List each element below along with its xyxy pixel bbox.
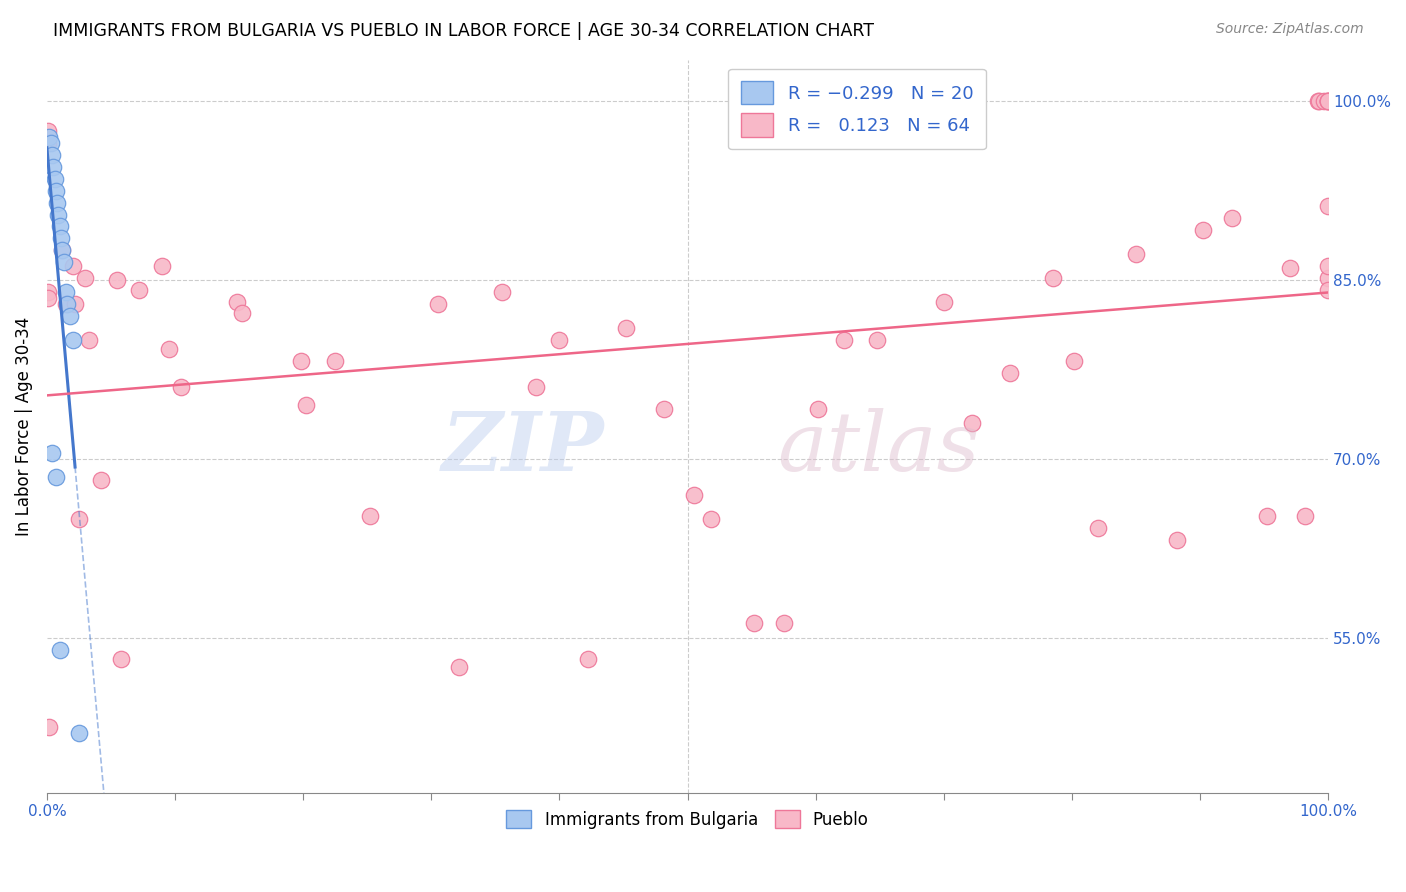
Point — [1317, 283, 1340, 297]
Point — [90, 474, 112, 488]
Point — [323, 354, 346, 368]
Point — [37, 136, 59, 150]
Point — [63, 297, 86, 311]
Point — [1317, 199, 1340, 213]
Point — [1317, 259, 1340, 273]
Point — [1308, 95, 1330, 109]
Point — [932, 294, 955, 309]
Point — [1063, 354, 1085, 368]
Point — [67, 726, 90, 740]
Point — [55, 285, 77, 299]
Point — [832, 333, 855, 347]
Point — [48, 208, 70, 222]
Point — [449, 660, 471, 674]
Point — [1087, 521, 1109, 535]
Point — [39, 136, 62, 150]
Point — [37, 285, 59, 299]
Point — [1125, 247, 1147, 261]
Point — [742, 616, 765, 631]
Point — [683, 488, 706, 502]
Legend: Immigrants from Bulgaria, Pueblo: Immigrants from Bulgaria, Pueblo — [499, 804, 876, 836]
Point — [170, 380, 193, 394]
Text: IMMIGRANTS FROM BULGARIA VS PUEBLO IN LABOR FORCE | AGE 30-34 CORRELATION CHART: IMMIGRANTS FROM BULGARIA VS PUEBLO IN LA… — [53, 22, 875, 40]
Point — [1000, 366, 1022, 380]
Point — [614, 320, 637, 334]
Point — [49, 231, 72, 245]
Point — [75, 270, 97, 285]
Point — [1317, 95, 1340, 109]
Point — [42, 160, 65, 174]
Point — [48, 642, 70, 657]
Y-axis label: In Labor Force | Age 30-34: In Labor Force | Age 30-34 — [15, 317, 32, 536]
Point — [1317, 95, 1340, 109]
Point — [1166, 533, 1188, 547]
Point — [48, 219, 70, 234]
Text: ZIP: ZIP — [441, 409, 605, 488]
Point — [37, 124, 59, 138]
Point — [1191, 223, 1213, 237]
Point — [105, 273, 128, 287]
Point — [62, 259, 84, 273]
Point — [46, 195, 69, 210]
Point — [1256, 509, 1278, 524]
Point — [225, 294, 247, 309]
Point — [1278, 261, 1301, 276]
Point — [866, 333, 889, 347]
Point — [426, 297, 449, 311]
Point — [56, 297, 79, 311]
Point — [290, 354, 312, 368]
Point — [576, 652, 599, 666]
Point — [1306, 95, 1329, 109]
Point — [294, 398, 316, 412]
Point — [51, 244, 73, 258]
Point — [52, 255, 75, 269]
Point — [231, 306, 253, 320]
Point — [55, 297, 77, 311]
Point — [38, 130, 60, 145]
Point — [41, 148, 63, 162]
Point — [1042, 270, 1064, 285]
Point — [1220, 211, 1243, 226]
Point — [62, 333, 84, 347]
Point — [45, 184, 67, 198]
Point — [960, 416, 983, 430]
Point — [51, 244, 73, 258]
Point — [359, 509, 381, 524]
Point — [772, 616, 794, 631]
Point — [491, 285, 513, 299]
Point — [1313, 95, 1336, 109]
Point — [128, 283, 150, 297]
Point — [1317, 95, 1340, 109]
Point — [654, 401, 676, 416]
Point — [44, 171, 66, 186]
Point — [807, 401, 830, 416]
Point — [157, 343, 180, 357]
Point — [1317, 95, 1340, 109]
Text: atlas: atlas — [778, 409, 980, 488]
Point — [59, 309, 82, 323]
Point — [41, 446, 63, 460]
Point — [110, 652, 132, 666]
Point — [38, 720, 60, 734]
Point — [67, 511, 90, 525]
Point — [524, 380, 547, 394]
Text: Source: ZipAtlas.com: Source: ZipAtlas.com — [1216, 22, 1364, 37]
Point — [150, 259, 173, 273]
Point — [37, 291, 59, 305]
Point — [1317, 270, 1340, 285]
Point — [699, 511, 721, 525]
Point — [77, 333, 100, 347]
Point — [45, 470, 67, 484]
Point — [1294, 509, 1316, 524]
Point — [548, 333, 571, 347]
